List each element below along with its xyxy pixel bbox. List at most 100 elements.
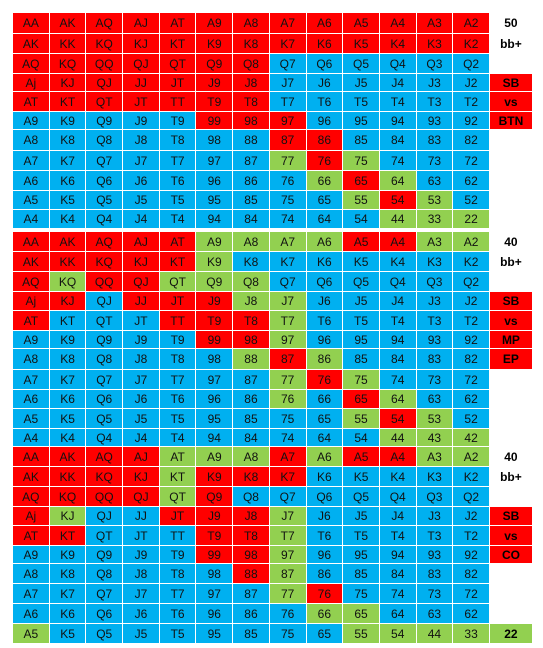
range-row: A6 K6 Q6 J6 T6 96 86 76 66 65 64 63 62 bbox=[12, 603, 533, 624]
hand-cell: T5 bbox=[342, 91, 380, 112]
hand-cell: J4 bbox=[378, 506, 417, 526]
range-row: A9 K9 Q9 J9 T9 99 98 97 96 95 94 93 92 BTN bbox=[12, 111, 533, 130]
hand-cell: 64 bbox=[305, 209, 344, 229]
hand-cell: 82 bbox=[452, 129, 490, 151]
hand-cell: 77 bbox=[268, 583, 307, 604]
hand-cell: 33 bbox=[452, 623, 490, 644]
side-label bbox=[488, 389, 533, 409]
hand-cell: KJ bbox=[48, 73, 87, 92]
hand-cell: 33 bbox=[415, 209, 454, 229]
hand-cell: K6 bbox=[48, 603, 87, 624]
hand-cell: KQ bbox=[85, 33, 124, 54]
hand-cell: 97 bbox=[195, 150, 234, 171]
hand-cell: T9 bbox=[195, 525, 234, 546]
hand-cell: AT bbox=[158, 446, 197, 467]
hand-cell: T5 bbox=[158, 190, 197, 210]
hand-cell: T4 bbox=[378, 525, 417, 546]
hand-cell: AQ bbox=[85, 12, 124, 34]
hand-cell: AQ bbox=[12, 486, 50, 507]
hand-cell: A6 bbox=[12, 389, 50, 409]
hand-cell: KT bbox=[158, 466, 197, 487]
hand-cell: K3 bbox=[415, 251, 454, 272]
hand-cell: K6 bbox=[48, 170, 87, 191]
hand-cell: 63 bbox=[415, 170, 454, 191]
range-row: AK KK KQ KJ KT K9 K8 K7 K6 K5 K4 K3 K2 bb+ bbox=[12, 33, 533, 54]
hand-cell: K9 bbox=[195, 251, 234, 272]
hand-cell: Q7 bbox=[268, 486, 307, 507]
hand-cell: TT bbox=[158, 525, 197, 546]
hand-cell: 95 bbox=[342, 545, 380, 564]
hand-cell: AQ bbox=[12, 271, 50, 292]
hand-cell: AJ bbox=[122, 446, 160, 467]
hand-cell: T3 bbox=[415, 310, 454, 331]
hand-cell: K2 bbox=[452, 251, 490, 272]
hand-cell: Q6 bbox=[85, 389, 124, 409]
hand-cell: T9 bbox=[195, 91, 234, 112]
hand-cell: 44 bbox=[378, 209, 417, 229]
hand-cell: K3 bbox=[415, 33, 454, 54]
hand-cell: K6 bbox=[305, 466, 344, 487]
hand-cell: J6 bbox=[122, 603, 160, 624]
hand-cell: A9 bbox=[12, 330, 50, 349]
hand-cell: 75 bbox=[342, 583, 380, 604]
hand-cell: J7 bbox=[122, 150, 160, 171]
hand-cell: 98 bbox=[195, 129, 234, 151]
side-label: BTN bbox=[488, 111, 533, 130]
hand-cell: J2 bbox=[452, 506, 490, 526]
hand-cell: K7 bbox=[268, 251, 307, 272]
hand-cell: A8 bbox=[12, 129, 50, 151]
hand-cell: KQ bbox=[48, 53, 87, 74]
hand-cell: T6 bbox=[305, 310, 344, 331]
hand-cell: J9 bbox=[195, 291, 234, 311]
hand-cell: 76 bbox=[305, 583, 344, 604]
hand-cell: J6 bbox=[305, 506, 344, 526]
hand-cell: J8 bbox=[232, 506, 270, 526]
side-label bbox=[488, 209, 533, 229]
hand-cell: 98 bbox=[195, 348, 234, 370]
hand-cell: JT bbox=[158, 506, 197, 526]
hand-cell: J3 bbox=[415, 506, 454, 526]
hand-cell: 87 bbox=[268, 348, 307, 370]
hand-cell: A8 bbox=[232, 446, 270, 467]
hand-cell: 63 bbox=[415, 389, 454, 409]
hand-cell: 65 bbox=[305, 190, 344, 210]
hand-cell: KT bbox=[158, 251, 197, 272]
hand-cell: QQ bbox=[85, 486, 124, 507]
hand-cell: T5 bbox=[158, 623, 197, 644]
hand-cell: A4 bbox=[378, 446, 417, 467]
hand-cell: JT bbox=[122, 310, 160, 331]
hand-cell: Q5 bbox=[85, 408, 124, 429]
hand-cell: Q5 bbox=[342, 271, 380, 292]
hand-cell: A7 bbox=[268, 446, 307, 467]
side-label: vs bbox=[488, 91, 533, 112]
hand-cell: K7 bbox=[48, 583, 87, 604]
side-label: 22 bbox=[488, 623, 533, 644]
hand-cell: JJ bbox=[122, 73, 160, 92]
hand-cell: 84 bbox=[232, 209, 270, 229]
hand-cell: 83 bbox=[415, 348, 454, 370]
hand-cell: AJ bbox=[122, 231, 160, 252]
hand-cell: J9 bbox=[195, 506, 234, 526]
hand-cell: T9 bbox=[158, 330, 197, 349]
hand-cell: A6 bbox=[12, 170, 50, 191]
hand-cell: 64 bbox=[378, 170, 417, 191]
hand-cell: 74 bbox=[378, 369, 417, 390]
hand-cell: 85 bbox=[232, 190, 270, 210]
hand-cell: A7 bbox=[12, 583, 50, 604]
hand-cell: 85 bbox=[342, 348, 380, 370]
hand-cell: T6 bbox=[305, 91, 344, 112]
hand-cell: K4 bbox=[48, 428, 87, 448]
hand-cell: K5 bbox=[48, 623, 87, 644]
hand-cell: 95 bbox=[195, 190, 234, 210]
hand-cell: 97 bbox=[268, 545, 307, 564]
hand-cell: A3 bbox=[415, 12, 454, 34]
hand-cell: Q4 bbox=[378, 271, 417, 292]
side-label: SB bbox=[488, 506, 533, 526]
hand-cell: 85 bbox=[342, 563, 380, 584]
hand-cell: Q9 bbox=[195, 53, 234, 74]
hand-cell: QT bbox=[158, 486, 197, 507]
side-label: SB bbox=[488, 73, 533, 92]
hand-cell: T8 bbox=[158, 563, 197, 584]
hand-cell: Q9 bbox=[85, 330, 124, 349]
hand-cell: 84 bbox=[378, 129, 417, 151]
